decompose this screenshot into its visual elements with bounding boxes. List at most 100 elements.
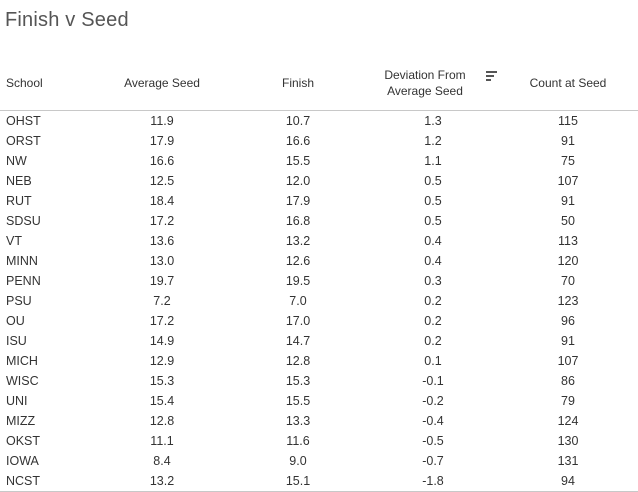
sort-descending-icon[interactable] xyxy=(486,70,498,82)
cell-finish: 13.2 xyxy=(285,234,311,248)
column-header-deviation[interactable]: Deviation From Average Seed xyxy=(362,56,488,110)
cell-deviation: 0.5 xyxy=(424,214,442,228)
cell-average-seed: 7.2 xyxy=(153,294,171,308)
cell-count-at-seed: 107 xyxy=(557,354,579,368)
cell-average-seed: 12.9 xyxy=(149,354,175,368)
cell-count-at-seed: 86 xyxy=(561,374,575,388)
cell-count-at-seed: 115 xyxy=(558,114,578,128)
table-row[interactable]: WISC 15.3 15.3 -0.1 86 xyxy=(0,371,638,391)
cell-count-at-seed: 130 xyxy=(557,434,579,448)
cell-school: PSU xyxy=(6,294,32,308)
column-header-count-at-seed[interactable]: Count at Seed xyxy=(529,76,607,90)
cell-count-at-seed: 96 xyxy=(561,314,575,328)
column-header-average-seed[interactable]: Average Seed xyxy=(124,76,200,90)
cell-deviation: 1.1 xyxy=(424,154,442,168)
column-header-deviation-line2: Average Seed xyxy=(387,84,463,98)
table-row[interactable]: RUT 18.4 17.9 0.5 91 xyxy=(0,191,638,211)
table-row[interactable]: MICH 12.9 12.8 0.1 107 xyxy=(0,351,638,371)
cell-average-seed: 11.9 xyxy=(150,114,174,128)
cell-finish: 12.0 xyxy=(285,174,311,188)
cell-deviation: -0.2 xyxy=(422,394,444,408)
cell-deviation: 0.5 xyxy=(424,174,442,188)
cell-school: RUT xyxy=(6,194,32,208)
table-row[interactable]: OU 17.2 17.0 0.2 96 xyxy=(0,311,638,331)
table-row[interactable]: OHST 11.9 10.7 1.3 115 xyxy=(0,111,638,131)
table-row[interactable]: ORST 17.9 16.6 1.2 91 xyxy=(0,131,638,151)
cell-average-seed: 8.4 xyxy=(153,454,171,468)
table-row[interactable]: MIZZ 12.8 13.3 -0.4 124 xyxy=(0,411,638,431)
cell-count-at-seed: 91 xyxy=(561,334,575,348)
cell-count-at-seed: 131 xyxy=(557,454,579,468)
cell-school: NCST xyxy=(6,474,41,488)
column-header-finish[interactable]: Finish xyxy=(281,76,314,90)
cell-deviation: -0.7 xyxy=(422,454,444,468)
cell-school: OKST xyxy=(6,434,41,448)
cell-deviation: -0.1 xyxy=(422,374,444,388)
cell-finish: 15.3 xyxy=(285,374,311,388)
cell-average-seed: 15.4 xyxy=(149,394,175,408)
cell-count-at-seed: 70 xyxy=(561,274,575,288)
cell-average-seed: 17.2 xyxy=(149,214,175,228)
cell-finish: 15.5 xyxy=(285,394,311,408)
cell-finish: 7.0 xyxy=(289,294,307,308)
table-row[interactable]: UNI 15.4 15.5 -0.2 79 xyxy=(0,391,638,411)
cell-school: NEB xyxy=(6,174,32,188)
cell-count-at-seed: 91 xyxy=(561,194,575,208)
cell-school: NW xyxy=(6,154,27,168)
cell-average-seed: 17.2 xyxy=(149,314,175,328)
cell-deviation: 0.3 xyxy=(424,274,442,288)
cell-school: MINN xyxy=(6,254,38,268)
cell-deviation: 0.2 xyxy=(424,334,442,348)
cell-count-at-seed: 107 xyxy=(557,174,579,188)
table-row[interactable]: SDSU 17.2 16.8 0.5 50 xyxy=(0,211,638,231)
cell-deviation: 0.4 xyxy=(424,254,442,268)
column-header-deviation-line1: Deviation From xyxy=(384,68,466,82)
cell-school: VT xyxy=(6,234,22,248)
cell-count-at-seed: 75 xyxy=(561,154,575,168)
cell-school: PENN xyxy=(6,274,41,288)
table-row[interactable]: NCST 13.2 15.1 -1.8 94 xyxy=(0,471,638,491)
cell-count-at-seed: 113 xyxy=(558,234,578,248)
table-row[interactable]: PENN 19.7 19.5 0.3 70 xyxy=(0,271,638,291)
cell-school: OU xyxy=(6,314,25,328)
cell-school: SDSU xyxy=(6,214,41,228)
cell-count-at-seed: 94 xyxy=(561,474,575,488)
cell-count-at-seed: 50 xyxy=(561,214,575,228)
cell-average-seed: 13.6 xyxy=(149,234,175,248)
cell-deviation: -0.5 xyxy=(422,434,444,448)
table-row[interactable]: IOWA 8.4 9.0 -0.7 131 xyxy=(0,451,638,471)
table-row[interactable]: NEB 12.5 12.0 0.5 107 xyxy=(0,171,638,191)
cell-school: MICH xyxy=(6,354,38,368)
cell-average-seed: 12.5 xyxy=(149,174,175,188)
table-row[interactable]: VT 13.6 13.2 0.4 113 xyxy=(0,231,638,251)
cell-school: ISU xyxy=(6,334,27,348)
cell-average-seed: 11.1 xyxy=(150,434,174,448)
column-header-school[interactable]: School xyxy=(6,76,43,90)
cell-average-seed: 13.2 xyxy=(149,474,175,488)
cell-school: UNI xyxy=(6,394,28,408)
cell-deviation: -0.4 xyxy=(422,414,444,428)
cell-school: OHST xyxy=(6,114,41,128)
cell-finish: 17.9 xyxy=(285,194,311,208)
cell-average-seed: 14.9 xyxy=(149,334,175,348)
cell-average-seed: 13.0 xyxy=(149,254,175,268)
cell-count-at-seed: 79 xyxy=(561,394,575,408)
table-row[interactable]: PSU 7.2 7.0 0.2 123 xyxy=(0,291,638,311)
cell-average-seed: 16.6 xyxy=(149,154,175,168)
cell-deviation: 0.2 xyxy=(424,294,442,308)
table-row[interactable]: OKST 11.1 11.6 -0.5 130 xyxy=(0,431,638,451)
cell-finish: 12.8 xyxy=(285,354,311,368)
table-row[interactable]: MINN 13.0 12.6 0.4 120 xyxy=(0,251,638,271)
cell-deviation: 1.2 xyxy=(424,134,442,148)
table-row[interactable]: ISU 14.9 14.7 0.2 91 xyxy=(0,331,638,351)
cell-finish: 16.8 xyxy=(285,214,311,228)
cell-average-seed: 15.3 xyxy=(149,374,175,388)
cell-count-at-seed: 120 xyxy=(557,254,579,268)
cell-count-at-seed: 123 xyxy=(557,294,579,308)
table-row[interactable]: NW 16.6 15.5 1.1 75 xyxy=(0,151,638,171)
cell-finish: 11.6 xyxy=(286,434,310,448)
cell-finish: 15.1 xyxy=(285,474,311,488)
cell-count-at-seed: 91 xyxy=(561,134,575,148)
cell-deviation: 0.5 xyxy=(424,194,442,208)
cell-count-at-seed: 124 xyxy=(557,414,579,428)
